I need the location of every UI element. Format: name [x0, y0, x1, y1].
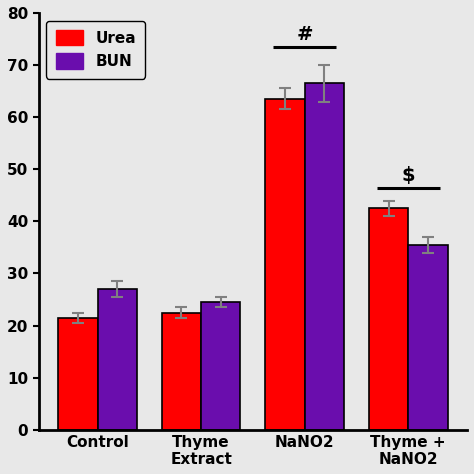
Bar	[201, 302, 240, 430]
Bar	[162, 312, 201, 430]
Bar	[58, 318, 98, 430]
Bar	[98, 289, 137, 430]
Bar	[408, 245, 447, 430]
Legend: Urea, BUN: Urea, BUN	[46, 20, 145, 79]
Bar	[369, 209, 408, 430]
Bar	[305, 83, 344, 430]
Text: $: $	[401, 166, 415, 185]
Text: #: #	[296, 25, 313, 44]
Bar	[265, 99, 305, 430]
